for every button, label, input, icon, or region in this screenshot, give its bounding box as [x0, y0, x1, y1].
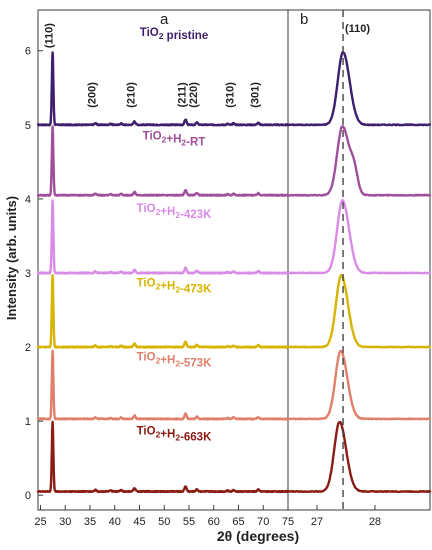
peak-label: (220): [188, 82, 200, 108]
x-tick-label: 70: [257, 516, 269, 528]
x-axis-label: 2θ (degrees): [217, 528, 299, 544]
panel-b: 27 28 b (110): [286, 9, 432, 528]
y-tick-label: 1: [25, 416, 31, 428]
peak-label: (200): [86, 82, 98, 108]
peak-label: (301): [249, 82, 261, 108]
series-label: TiO2+H2-423K: [137, 203, 212, 221]
series-label: TiO2+H2-473K: [137, 277, 212, 295]
series-line-panel-a: [36, 274, 290, 349]
y-tick-label: 0: [25, 490, 31, 502]
x-tick-label: 65: [232, 516, 244, 528]
series-label: TiO2+H2-573K: [137, 351, 212, 369]
x-tick-label: 45: [133, 516, 145, 528]
series-line-panel-b: [286, 199, 432, 275]
panel-label: b: [300, 11, 308, 28]
panel-a: 25 30 35 40 45 50 55 60 65 70 75 a (110) (200) (210) (2…: [34, 9, 294, 528]
x-tick-label: 55: [183, 516, 195, 528]
x-tick-label: 40: [109, 516, 121, 528]
y-tick-label: 2: [25, 342, 31, 354]
x-tick-label: 50: [158, 516, 170, 528]
series-line-panel-a: [36, 349, 290, 421]
peak-label: (110): [345, 23, 370, 35]
series-line-panel-b: [286, 274, 432, 349]
series-line-panel-b: [286, 125, 432, 197]
series-label: TiO2 pristine: [140, 27, 208, 42]
series-label: TiO2+H2-RT: [143, 131, 206, 149]
series-line-panel-a: [36, 125, 290, 197]
y-tick-label: 4: [25, 194, 31, 206]
peak-label: (211): [177, 82, 189, 107]
x-tick-label: 75: [282, 516, 294, 528]
series-line-panel-a: [36, 420, 290, 494]
x-tick-label: 30: [59, 516, 71, 528]
y-tick-label: 3: [25, 268, 31, 280]
x-tick-label: 60: [208, 516, 220, 528]
peak-label: (310): [225, 82, 237, 108]
peak-label: (210): [126, 82, 138, 108]
x-tick-label: 28: [369, 516, 381, 528]
series-label: TiO2+H2-663K: [137, 425, 212, 443]
x-tick-label: 35: [84, 516, 96, 528]
series-line-panel-b: [286, 349, 432, 421]
x-tick-label: 25: [34, 516, 46, 528]
series-line-panel-b: [286, 420, 432, 494]
panel-label: a: [160, 11, 169, 28]
y-tick-label: 6: [25, 46, 31, 58]
y-axis-label: Intensity (arb. units): [4, 196, 19, 320]
panel-frame: [287, 9, 431, 511]
x-tick-label: 27: [311, 516, 323, 528]
y-tick-label: 5: [25, 120, 31, 132]
series-labels: TiO2 pristine TiO2+H2-RT TiO2+H2-423K TiO2+…: [137, 27, 212, 444]
series-line-panel-b: [286, 51, 432, 127]
series-line-panel-a: [36, 199, 290, 275]
y-tick-labels: 0 1 2 3 4 5 6: [25, 46, 31, 502]
series-line-panel-a: [36, 51, 290, 127]
peak-label: (110): [43, 23, 55, 48]
